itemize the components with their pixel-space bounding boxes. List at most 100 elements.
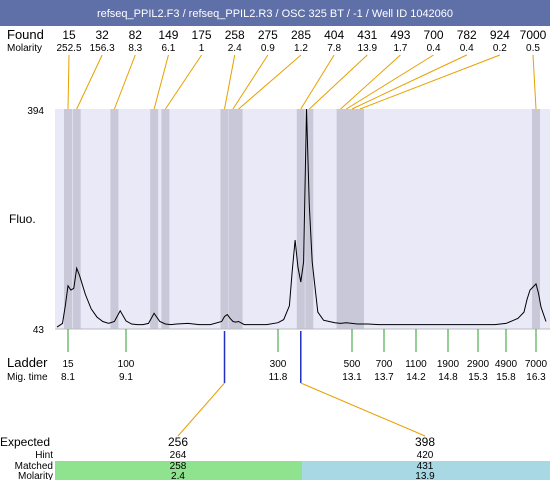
hint-label: Hint: [35, 450, 53, 461]
found-size-149: 149: [158, 28, 178, 42]
expected-size-256: 256: [168, 435, 188, 449]
molarity-value-398: 13.9: [415, 471, 435, 480]
ladder-time-100: 9.1: [119, 372, 133, 383]
found-label: Found: [7, 27, 44, 42]
found-connector-82: [113, 54, 136, 110]
ladder-time-15: 8.1: [61, 372, 75, 383]
peak-band-782: [348, 109, 356, 329]
found-molarity-7000: 0.5: [526, 43, 540, 54]
found-size-493: 493: [390, 28, 410, 42]
expected-connectors: [177, 331, 426, 437]
matched-blue-bar: [302, 461, 550, 480]
found-connector-275: [232, 54, 269, 110]
peak-band-700: [342, 109, 351, 329]
found-size-782: 782: [457, 28, 477, 42]
found-molarity-82: 8.3: [128, 43, 142, 54]
found-molarity-275: 0.9: [261, 43, 275, 54]
peak-bands: [64, 109, 540, 329]
found-molarity-700: 0.4: [427, 43, 441, 54]
found-connector-782: [351, 54, 467, 110]
ladder-size-1900: 1900: [437, 359, 460, 370]
matched-value-256: 258: [170, 461, 187, 472]
found-connector-493: [340, 54, 401, 110]
found-connector-15: [67, 54, 70, 110]
header-bar: [0, 0, 550, 26]
found-size-175: 175: [192, 28, 212, 42]
found-molarity-149: 6.1: [161, 43, 175, 54]
ladder-size-2900: 2900: [467, 359, 490, 370]
found-size-82: 82: [129, 28, 143, 42]
peak-band-15: [64, 109, 72, 329]
found-connector-924: [359, 54, 501, 110]
found-molarity-15: 252.5: [56, 43, 81, 54]
found-size-275: 275: [258, 28, 278, 42]
molarity2-label: Molarity: [18, 471, 53, 480]
ladder-time-1900: 14.8: [438, 372, 458, 383]
found-molarity-285: 1.2: [294, 43, 308, 54]
ladder-time-2900: 15.3: [468, 372, 488, 383]
molarity-value-256: 2.4: [171, 471, 185, 480]
found-molarity-431: 13.9: [358, 43, 378, 54]
found-size-700: 700: [424, 28, 444, 42]
y-min-label: 43: [33, 325, 45, 336]
peak-band-32: [72, 109, 81, 329]
expected-connector-256: [177, 382, 225, 437]
header-title: refseq_PPIL2.F3 / refseq_PPIL2.R3 / OSC …: [97, 8, 453, 20]
ladder-size-300: 300: [270, 359, 287, 370]
found-connector-258: [224, 54, 236, 110]
ladder-time-700: 13.7: [374, 372, 394, 383]
ladder-size-500: 500: [344, 359, 361, 370]
ladder-time-1100: 14.2: [406, 372, 426, 383]
molarity-label: Molarity: [7, 43, 42, 54]
found-size-285: 285: [291, 28, 311, 42]
ladder-label: Ladder: [7, 355, 48, 370]
ladder-time-4900: 15.8: [496, 372, 516, 383]
peak-band-7000: [532, 109, 540, 329]
found-size-924: 924: [490, 28, 510, 42]
found-molarity-404: 7.8: [327, 43, 341, 54]
ladder-time-7000: 16.3: [526, 372, 546, 383]
matched-green-bar: [55, 461, 302, 480]
found-size-7000: 7000: [520, 28, 547, 42]
mig-time-label: Mig. time: [7, 372, 48, 383]
ladder-size-1100: 1100: [405, 359, 427, 370]
found-connector-700: [346, 54, 434, 110]
peak-band-493: [336, 109, 345, 329]
hint-value-398: 420: [417, 450, 434, 461]
found-size-404: 404: [324, 28, 344, 42]
ladder-markers: 15 8.1 100 9.1 300 11.8 500 13.1 700 13.7 1100 14.2…: [61, 329, 548, 383]
fluorescence-trace: [56, 108, 547, 328]
found-molarity-924: 0.2: [493, 43, 507, 54]
peak-band-275: [228, 109, 237, 329]
found-connector-285: [238, 54, 302, 110]
matched-value-398: 431: [417, 461, 434, 472]
found-molarity-258: 2.4: [228, 43, 242, 54]
ladder-time-500: 13.1: [342, 372, 362, 383]
found-values: 15252.532156.3828.31496.117512582.42750.…: [56, 28, 546, 54]
found-connector-7000: [532, 54, 537, 110]
found-size-32: 32: [95, 28, 109, 42]
found-connector-404: [300, 54, 335, 110]
hint-value-256: 264: [170, 450, 187, 461]
peak-band-285: [234, 109, 243, 329]
peak-band-404: [296, 109, 305, 329]
ladder-size-100: 100: [118, 359, 135, 370]
y-max-label: 394: [27, 106, 44, 117]
found-connectors: [67, 54, 537, 110]
ladder-size-15: 15: [62, 359, 74, 370]
matched-label: Matched: [15, 461, 53, 472]
ladder-time-300: 11.8: [269, 372, 288, 383]
found-connector-32: [76, 54, 103, 110]
ladder-size-4900: 4900: [495, 359, 518, 370]
expected-label: Expected: [0, 435, 50, 449]
found-molarity-175: 1: [199, 43, 205, 54]
found-size-431: 431: [357, 28, 377, 42]
ladder-size-700: 700: [376, 359, 393, 370]
found-connector-175: [164, 54, 202, 110]
found-connector-149: [153, 54, 169, 110]
peak-band-175: [161, 109, 170, 329]
fluo-label: Fluo.: [9, 212, 36, 226]
found-molarity-782: 0.4: [460, 43, 474, 54]
